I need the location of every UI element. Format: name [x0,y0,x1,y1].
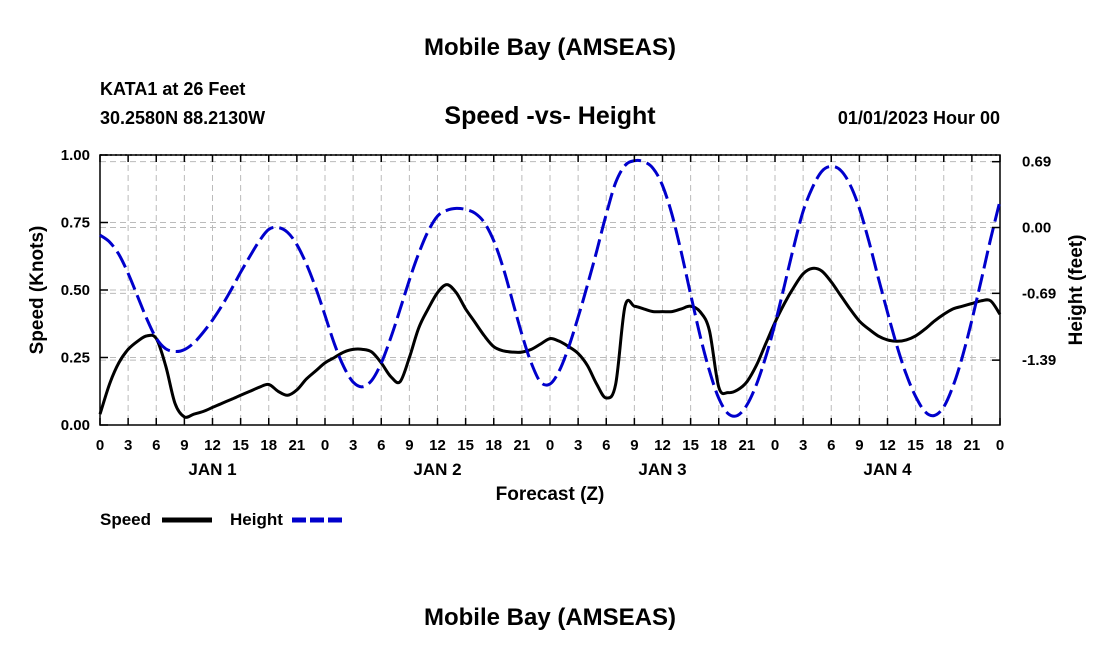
y2-tick-label: -0.69 [1022,285,1056,302]
x-tick-label: 15 [682,437,699,454]
x-tick-label: 0 [321,437,329,454]
y-tick-label: 1.00 [61,147,90,164]
y-tick-label: 0.25 [61,350,90,367]
x-tick-label: 21 [964,437,981,454]
x-tick-label: 21 [514,437,531,454]
x-tick-label: 0 [546,437,554,454]
y-tick-label: 0.00 [61,417,90,434]
x-tick-label: 18 [260,437,277,454]
y-axis-label: Speed (Knots) [27,226,48,355]
x-tick-label: 9 [405,437,413,454]
y2-axis-label: Height (feet) [1066,235,1087,346]
x-tick-label: 0 [96,437,104,454]
x-date-label: JAN 4 [863,460,912,479]
legend-height-label: Height [230,510,283,529]
x-tick-label: 18 [935,437,952,454]
x-tick-label: 0 [996,437,1004,454]
y-tick-label: 0.50 [61,282,90,299]
y-tick-label: 0.75 [61,215,90,232]
axis-ticks: 0 3 6 9 12 15 18 21 0 3 6 9 12 15 18 21 0 3 6 9 12 15 18 21 0 3 6 9… [61,147,1056,479]
x-tick-label: 12 [654,437,671,454]
y2-tick-label: 0.00 [1022,220,1051,237]
x-tick-label: 6 [827,437,835,454]
page-title: Mobile Bay (AMSEAS) [424,34,676,61]
x-tick-label: 15 [907,437,924,454]
x-tick-label: 3 [799,437,807,454]
x-tick-label: 3 [349,437,357,454]
x-axis-label: Forecast (Z) [496,484,605,505]
x-tick-label: 12 [204,437,221,454]
height-series-line [99,158,1002,418]
x-tick-label: 9 [630,437,638,454]
x-tick-label: 6 [377,437,385,454]
x-tick-label: 15 [232,437,249,454]
x-date-label: JAN 2 [413,460,461,479]
page-title-repeat: Mobile Bay (AMSEAS) [424,604,676,631]
x-date-label: JAN 1 [188,460,236,479]
x-tick-label: 18 [485,437,502,454]
speed-series-line [98,266,1002,419]
station-coords: 30.2580N 88.2130W [100,108,265,128]
x-tick-label: 12 [429,437,446,454]
x-tick-label: 3 [124,437,132,454]
x-tick-label: 3 [574,437,582,454]
x-tick-label: 21 [289,437,306,454]
forecast-datetime: 01/01/2023 Hour 00 [838,108,1000,128]
station-name: KATA1 at 26 Feet [100,79,245,99]
series-layer [98,158,1002,419]
x-tick-label: 9 [855,437,863,454]
y2-tick-label: -1.39 [1022,352,1056,369]
x-tick-label: 21 [739,437,756,454]
legend: Speed Height [100,510,342,529]
x-tick-label: 15 [457,437,474,454]
x-tick-label: 18 [710,437,727,454]
x-date-label: JAN 3 [638,460,686,479]
x-tick-label: 6 [152,437,160,454]
x-tick-label: 12 [879,437,896,454]
y2-tick-label: 0.69 [1022,154,1051,171]
chart-title: Speed -vs- Height [444,102,656,130]
legend-speed-label: Speed [100,510,151,529]
x-tick-label: 9 [180,437,188,454]
x-tick-label: 6 [602,437,610,454]
x-tick-label: 0 [771,437,779,454]
